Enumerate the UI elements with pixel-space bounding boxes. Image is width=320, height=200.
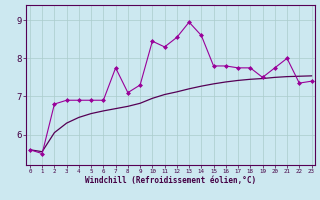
X-axis label: Windchill (Refroidissement éolien,°C): Windchill (Refroidissement éolien,°C) — [85, 176, 256, 185]
